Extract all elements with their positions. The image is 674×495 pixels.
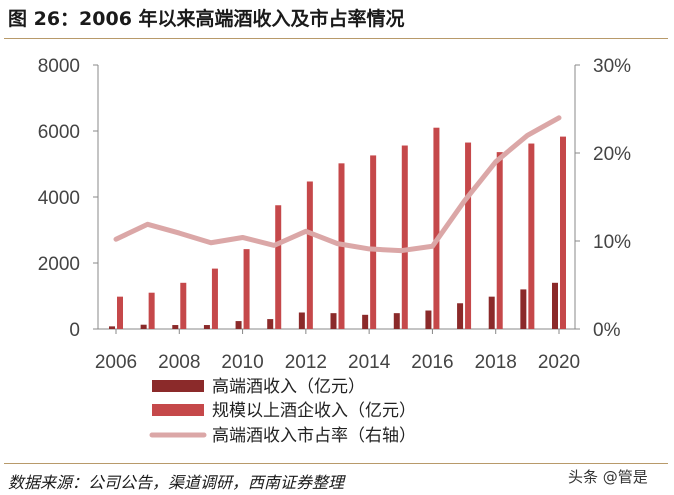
bar-high-end-revenue: [520, 289, 527, 329]
right-tick-label: 30%: [593, 56, 631, 77]
left-tick-label: 6000: [38, 122, 80, 143]
bar-industry-revenue: [211, 268, 218, 329]
x-tick-label: 2018: [475, 352, 517, 373]
bar-industry-revenue: [148, 292, 155, 329]
bar-industry-revenue: [560, 136, 566, 329]
x-tick-label: 2008: [158, 352, 200, 373]
footer-rule: [4, 463, 668, 464]
share-point: [305, 230, 307, 232]
share-point: [115, 238, 117, 240]
legend-label: 高端酒收入（亿元）: [212, 377, 365, 397]
left-tick-label: 2000: [38, 254, 80, 275]
bar-industry-revenue: [243, 249, 250, 329]
share-point: [463, 200, 465, 202]
bar-high-end-revenue: [267, 319, 274, 329]
legend-label: 规模以上酒企收入（亿元）: [212, 401, 416, 421]
share-point: [337, 243, 338, 245]
share-line: [113, 115, 562, 254]
share-point: [526, 134, 528, 136]
left-tick-label: 8000: [38, 56, 80, 77]
bar-high-end-revenue: [488, 296, 495, 329]
bar-high-end-revenue: [393, 313, 400, 329]
watermark: 头条 @管是: [568, 468, 648, 486]
left-tick-label: 0: [69, 320, 80, 341]
title-rule: [4, 38, 668, 39]
legend: 高端酒收入（亿元） 规模以上酒企收入（亿元） 高端酒收入市占率（右轴）: [149, 377, 416, 446]
x-tick-label: 2012: [285, 352, 327, 373]
share-point: [400, 250, 402, 252]
legend-swatch-high-end: [152, 380, 204, 392]
bar-high-end-revenue: [552, 282, 558, 329]
bar-industry-revenue: [496, 152, 503, 329]
bar-high-end-revenue: [330, 313, 337, 329]
share-point: [368, 248, 370, 250]
bar-industry-revenue: [306, 181, 313, 329]
bar-high-end-revenue: [457, 303, 464, 329]
share-point: [431, 245, 433, 247]
bar-industry-revenue: [117, 296, 123, 329]
axes: 0 2000 4000 6000 8000 0% 10% 20% 30% 2006 2008 2010…: [38, 56, 631, 373]
bar-industry-revenue: [433, 127, 440, 329]
share-point: [147, 223, 149, 225]
x-tick-label: 2010: [221, 352, 263, 373]
bar-industry-revenue: [370, 155, 377, 329]
combo-chart: 0 2000 4000 6000 8000 0% 10% 20% 30% 2006 2008 2010…: [38, 56, 631, 446]
bar-industry-revenue: [465, 142, 472, 329]
bar-industry-revenue: [528, 143, 535, 329]
share-point: [273, 244, 275, 246]
bar-high-end-revenue: [109, 326, 115, 329]
bar-high-end-revenue: [235, 321, 242, 329]
bar-industry-revenue: [275, 205, 282, 329]
share-line-layer: [113, 115, 562, 254]
right-tick-label: 10%: [593, 232, 631, 253]
x-tick-label: 2006: [95, 352, 137, 373]
figure-title: 图 26：2006 年以来高端酒收入及市占率情况: [8, 8, 405, 30]
share-point: [558, 117, 560, 119]
legend-swatch-industry: [152, 404, 204, 416]
x-tick-label: 2014: [348, 352, 391, 373]
bar-high-end-revenue: [203, 325, 210, 329]
x-tick-label: 2020: [538, 352, 580, 373]
bar-high-end-revenue: [425, 310, 432, 329]
share-point: [178, 232, 180, 234]
right-tick-label: 0%: [593, 320, 621, 341]
share-point: [495, 161, 497, 163]
bar-high-end-revenue: [140, 324, 147, 329]
bar-high-end-revenue: [362, 314, 369, 329]
legend-label: 高端酒收入市占率（右轴）: [212, 426, 416, 446]
share-point: [242, 236, 244, 238]
bar-industry-revenue: [180, 282, 187, 329]
bar-industry-revenue: [401, 145, 408, 329]
source-note: 数据来源：公司公告，渠道调研，西南证券整理: [8, 473, 345, 492]
share-point: [210, 242, 212, 244]
bar-high-end-revenue: [172, 325, 179, 329]
right-tick-label: 20%: [593, 144, 631, 165]
bar-high-end-revenue: [298, 312, 305, 329]
x-tick-label: 2016: [411, 352, 453, 373]
left-tick-label: 4000: [38, 188, 80, 209]
